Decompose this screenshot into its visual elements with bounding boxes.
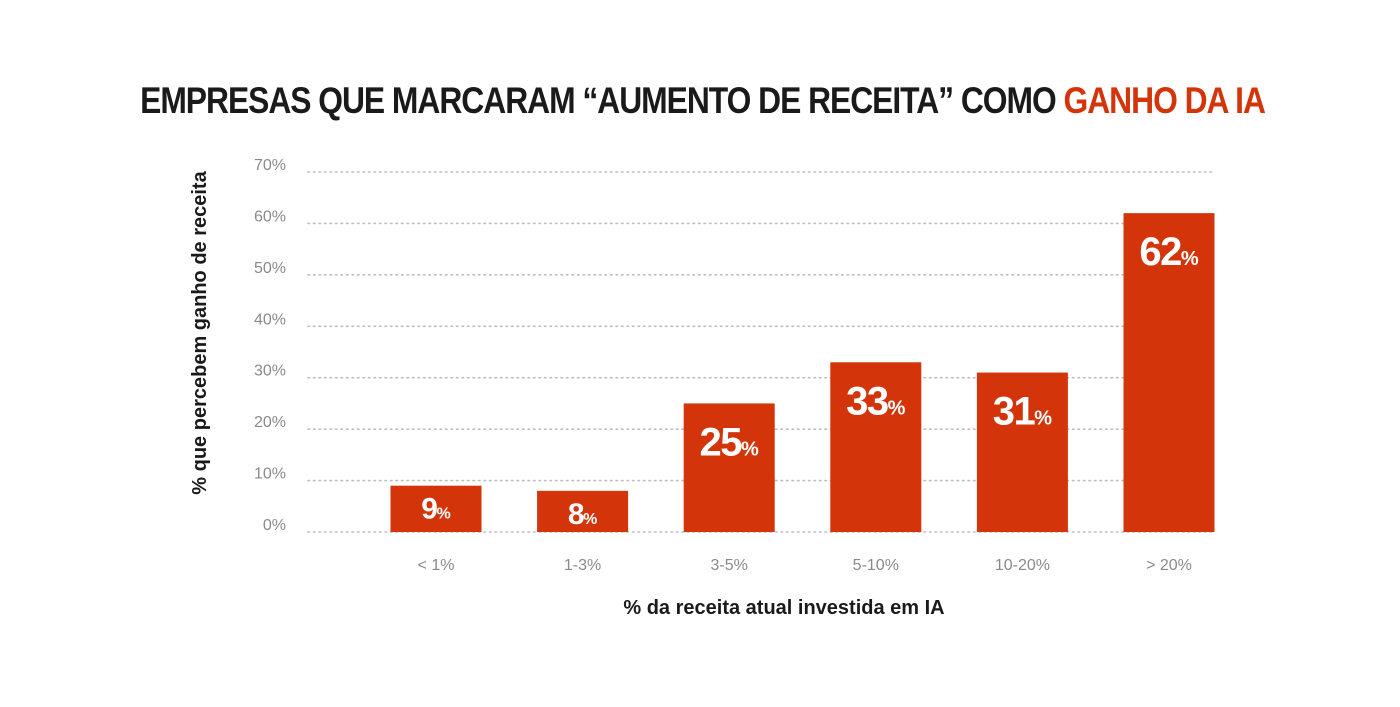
bar-value-label: 9% xyxy=(421,493,450,526)
bar xyxy=(683,403,775,532)
y-tick-label: 30% xyxy=(254,363,286,380)
y-tick-label: 40% xyxy=(254,311,286,328)
y-axis-label: % que percebem ganho de receita xyxy=(189,170,211,494)
x-axis-label: % da receita atual investida em IA xyxy=(623,597,944,619)
chart-title-accent: GANHO DA IA xyxy=(1063,80,1266,121)
x-tick-label: > 20% xyxy=(1146,557,1192,574)
x-tick-label: 1-3% xyxy=(564,557,601,574)
y-tick-label: 70% xyxy=(254,157,286,174)
bar-value-label: 31% xyxy=(993,390,1053,434)
y-axis-ticks: 0% 10% 20% 30% 40% 50% 60% 70% xyxy=(254,157,286,534)
y-tick-label: 20% xyxy=(254,414,286,431)
y-tick-label: 50% xyxy=(254,260,286,277)
x-tick-label: 10-20% xyxy=(995,557,1050,574)
bar xyxy=(976,372,1068,532)
x-axis-ticks: < 1% 1-3% 3-5% 5-10% 10-20% > 20% xyxy=(418,557,1192,574)
bar-value-label: 62% xyxy=(1139,230,1199,274)
x-tick-label: 3-5% xyxy=(711,557,748,574)
bar-value-label: 8% xyxy=(568,498,597,531)
chart-title: EMPRESAS QUE MARCARAM “AUMENTO DE RECEIT… xyxy=(101,80,1305,122)
y-tick-label: 10% xyxy=(254,466,286,483)
chart-title-main: EMPRESAS QUE MARCARAM “AUMENTO DE RECEIT… xyxy=(140,80,1057,121)
bar-data-labels: 9% 8% 25% 33% 31% 62% xyxy=(421,230,1199,531)
bar-value-label: 33% xyxy=(846,379,906,423)
bar xyxy=(1123,213,1215,532)
y-tick-label: 0% xyxy=(263,517,286,534)
x-tick-label: 5-10% xyxy=(853,557,899,574)
x-tick-label: < 1% xyxy=(418,557,455,574)
bar xyxy=(537,490,629,532)
bar xyxy=(390,485,482,532)
y-tick-label: 60% xyxy=(254,208,286,225)
bars xyxy=(390,213,1215,532)
bar-value-label: 25% xyxy=(700,420,760,464)
bar xyxy=(830,362,922,532)
